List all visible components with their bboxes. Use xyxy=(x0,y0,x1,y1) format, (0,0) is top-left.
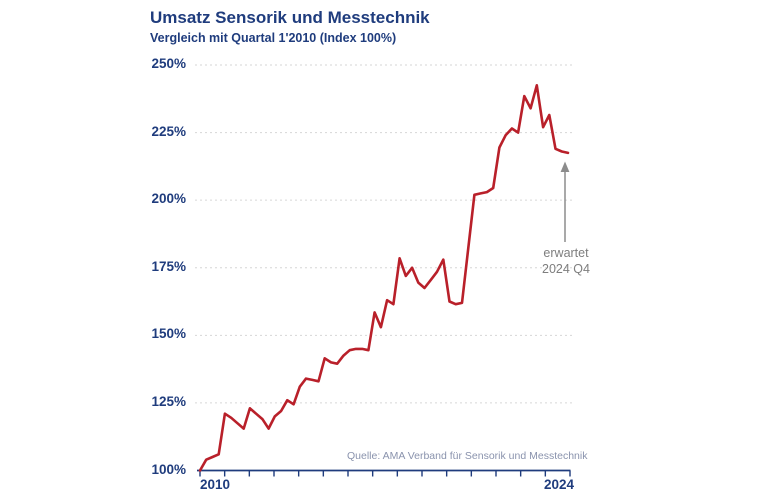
y-tick-label-225: 225% xyxy=(151,123,186,139)
annotation-line1: erwartet xyxy=(543,246,589,260)
y-tick-label-175: 175% xyxy=(151,258,186,274)
source-caption: Quelle: AMA Verband für Sensorik und Mes… xyxy=(347,450,588,462)
y-tick-label-150: 150% xyxy=(151,326,186,342)
chart-title: Umsatz Sensorik und Messtechnik xyxy=(150,8,430,27)
x-tick-label-2010: 2010 xyxy=(199,477,231,492)
y-tick-label-250: 250% xyxy=(151,56,186,71)
chart-subtitle: Vergleich mit Quartal 1'2010 (Index 100%… xyxy=(150,31,397,45)
revenue-index-line xyxy=(198,84,570,472)
y-tick-label-100: 100% xyxy=(151,461,186,477)
annotation-line2: 2024 Q4 xyxy=(542,262,590,276)
y-tick-label-200: 200% xyxy=(151,191,186,207)
annotation-expected-q4: erwartet 2024 Q4 xyxy=(516,245,616,277)
annotation-arrow-head xyxy=(560,161,570,172)
y-tick-label-125: 125% xyxy=(151,393,186,409)
x-tick-label-2024: 2024 xyxy=(543,477,575,492)
